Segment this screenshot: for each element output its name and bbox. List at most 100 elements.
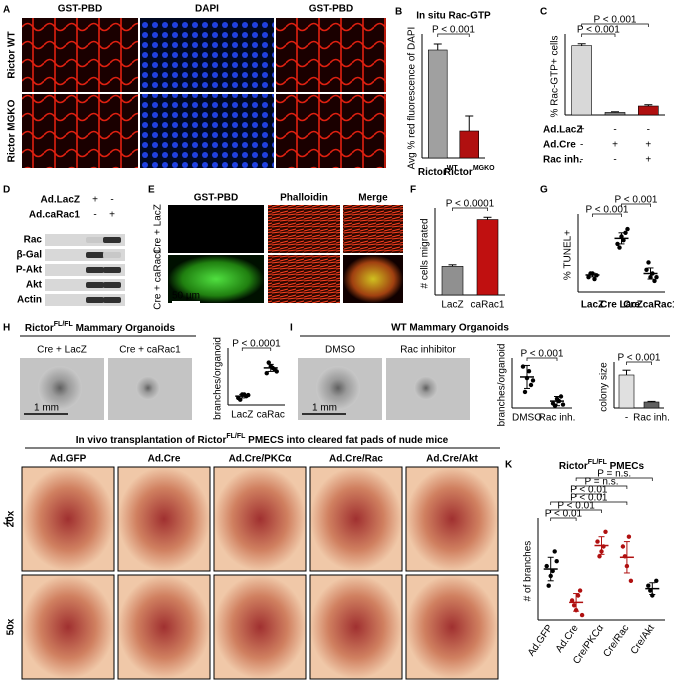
micrograph bbox=[268, 205, 340, 253]
scale-label: 1 mm bbox=[312, 403, 337, 414]
column-header: DAPI bbox=[195, 4, 219, 15]
condition-sign: + bbox=[612, 140, 618, 151]
blot-band bbox=[86, 252, 104, 258]
y-axis-label: % TUNEL+ bbox=[563, 230, 574, 280]
panel-letter: B bbox=[395, 7, 402, 18]
panel-letter: I bbox=[290, 323, 293, 334]
panel-letter: C bbox=[540, 7, 547, 18]
blot-band bbox=[86, 267, 104, 273]
blot-band bbox=[103, 237, 121, 243]
row-label: Rictor MGKO bbox=[7, 99, 18, 162]
data-point bbox=[544, 563, 549, 569]
row-label: Cre + caRac1 bbox=[153, 248, 164, 310]
y-axis-label: Avg % red fluorescence of DAPI bbox=[407, 27, 418, 170]
chart-title-part: FL/FL bbox=[588, 459, 608, 466]
panel-letter: A bbox=[3, 5, 10, 16]
chart-title: RictorFL/FL PMECs bbox=[559, 459, 645, 471]
x-tick-label: caRac1 bbox=[471, 300, 505, 311]
image-label: Rac inhibitor bbox=[400, 345, 456, 356]
significance-bracket bbox=[575, 493, 602, 497]
significance-bracket bbox=[592, 213, 622, 217]
data-point bbox=[522, 389, 528, 395]
significance-bracket bbox=[581, 33, 616, 37]
blot-label: Actin bbox=[17, 295, 42, 306]
blot-band bbox=[103, 267, 121, 273]
chart-title-part: Rictor bbox=[559, 461, 588, 472]
annotation: P < 0.01 bbox=[570, 493, 608, 504]
significance-bracket bbox=[550, 517, 577, 521]
condition-label: Ad.Cre bbox=[543, 140, 576, 151]
condition-sign: + bbox=[579, 125, 585, 136]
annotation: P < 0.0001 bbox=[446, 199, 495, 210]
column-header: Phalloidin bbox=[280, 193, 328, 204]
section-title-part: In vivo transplantation of Rictor bbox=[76, 435, 227, 446]
annotation: P < 0.001 bbox=[615, 195, 658, 206]
section-title-part: Mammary Organoids bbox=[73, 323, 176, 334]
row-label: 20x bbox=[6, 510, 17, 527]
data-point bbox=[617, 245, 622, 250]
x-tick-label-part: Rictor bbox=[418, 167, 447, 178]
whole-mount bbox=[405, 574, 499, 680]
condition-sign: - bbox=[110, 195, 113, 206]
annotation: P < 0.01 bbox=[570, 485, 608, 496]
annotation: P < 0.001 bbox=[432, 25, 475, 36]
y-axis-label: branches/organoid bbox=[497, 344, 508, 427]
blot-label: β-Gal bbox=[16, 250, 42, 261]
y-axis-label: branches/organoid bbox=[213, 337, 224, 420]
condition-sign: - bbox=[647, 125, 650, 136]
significance-bracket bbox=[626, 361, 652, 365]
row-label: 50x bbox=[6, 618, 17, 635]
whole-mount bbox=[117, 466, 211, 572]
section-title-part: Rictor bbox=[25, 323, 54, 334]
blot-label: P-Akt bbox=[16, 265, 43, 276]
annotation: P < 0.001 bbox=[594, 15, 637, 26]
panel-letter: F bbox=[410, 185, 416, 196]
image-label: Cre + LacZ bbox=[37, 345, 87, 356]
organoid bbox=[316, 366, 360, 410]
micrograph bbox=[276, 94, 386, 168]
x-tick-label: Ad.GFP bbox=[526, 623, 556, 659]
x-tick-label: LacZ bbox=[441, 300, 463, 311]
data-point bbox=[550, 568, 555, 574]
annotation: P = n.s. bbox=[584, 477, 618, 488]
significance-bracket bbox=[550, 501, 628, 505]
condition-sign: - bbox=[580, 155, 583, 166]
section-title: WT Mammary Organoids bbox=[391, 323, 509, 334]
data-point bbox=[530, 378, 536, 383]
data-point bbox=[560, 402, 566, 407]
data-point bbox=[586, 275, 591, 280]
data-point bbox=[626, 534, 632, 539]
condition-sign: + bbox=[645, 155, 651, 166]
x-tick-label: Rac inh. bbox=[539, 413, 576, 424]
whole-mount bbox=[21, 466, 115, 572]
data-point bbox=[646, 583, 651, 588]
condition-label: Ad.LacZ bbox=[543, 125, 582, 136]
x-tick-label: Cre/Rac bbox=[601, 623, 631, 659]
data-point bbox=[595, 539, 600, 544]
data-point bbox=[554, 559, 559, 564]
condition-sign: + bbox=[92, 195, 98, 206]
data-point bbox=[558, 394, 564, 399]
blot-band bbox=[103, 297, 121, 303]
column-header: Ad.GFP bbox=[50, 454, 87, 465]
data-point bbox=[652, 278, 657, 284]
chart-title-part: PMECs bbox=[607, 461, 645, 472]
condition-sign: - bbox=[580, 140, 583, 151]
micrograph bbox=[168, 255, 264, 303]
annotation: P < 0.001 bbox=[521, 349, 564, 360]
column-header: Ad.Cre bbox=[148, 454, 181, 465]
column-header: GST-PBD bbox=[58, 4, 102, 15]
x-tick-label: Ad.Cre bbox=[554, 623, 581, 655]
column-header: Ad.Cre/Rac bbox=[329, 454, 383, 465]
row-label: Rictor WT bbox=[7, 31, 18, 78]
x-tick-label: RictorMGKO bbox=[444, 165, 495, 177]
condition-sign: - bbox=[613, 155, 616, 166]
micrograph bbox=[268, 255, 340, 303]
data-point bbox=[628, 578, 634, 583]
significance-bracket bbox=[581, 23, 649, 27]
annotation: P < 0.01 bbox=[557, 501, 595, 512]
micrograph bbox=[343, 205, 403, 253]
organoid bbox=[136, 376, 160, 400]
blot-label: Rac bbox=[24, 235, 43, 246]
